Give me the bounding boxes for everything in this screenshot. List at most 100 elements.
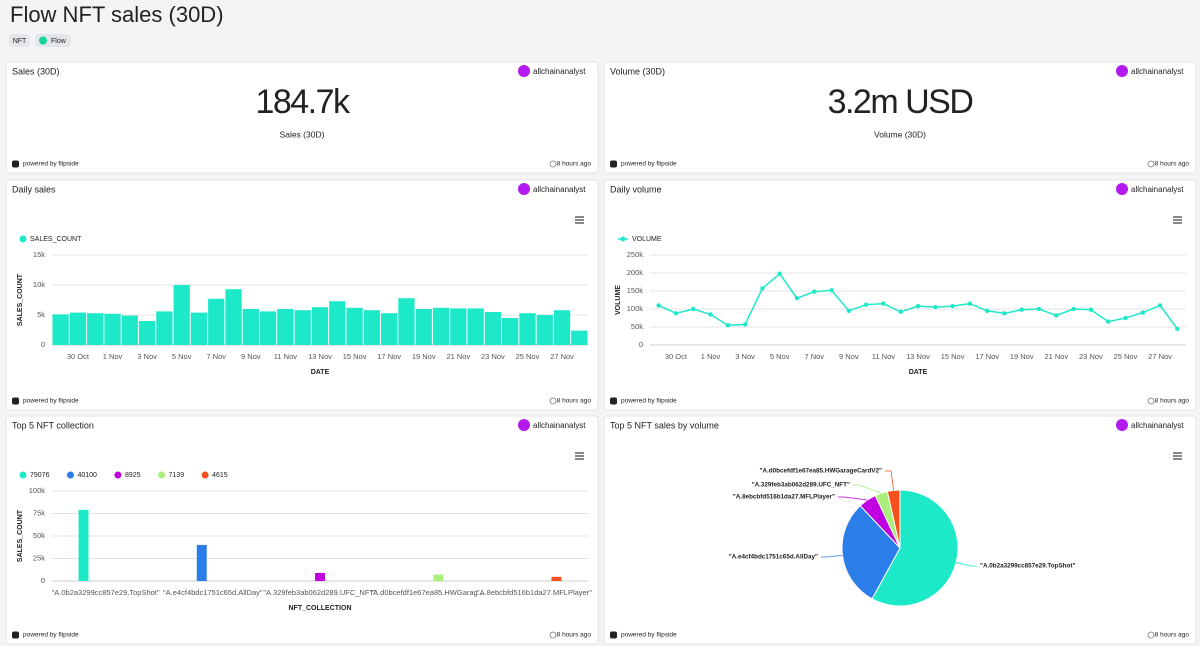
- y-tick-label: 50k: [631, 322, 643, 331]
- point: [1175, 326, 1180, 331]
- panel: [603, 179, 1197, 411]
- bar: [208, 298, 225, 345]
- point: [967, 301, 973, 306]
- flipside-logo: [12, 631, 19, 639]
- point: [742, 322, 748, 327]
- page-title: Flow NFT sales (30D): [10, 2, 224, 27]
- flipside-logo: [610, 631, 617, 639]
- flipside-logo: [610, 397, 617, 405]
- pie-label: "A.d0bcefdf1e67ea85.HWGarageCardV2": [759, 468, 882, 475]
- point: [812, 289, 817, 294]
- clock-icon: [549, 397, 557, 405]
- point: [777, 271, 782, 276]
- flipside-logo: [12, 160, 19, 168]
- kpi-label: Sales (30D): [280, 129, 325, 139]
- y-tick-label: 5k: [37, 310, 45, 319]
- y-tick-label: 150k: [627, 286, 644, 295]
- point: [1123, 315, 1128, 321]
- panel-title: Sales (30D): [12, 66, 60, 76]
- legend-marker: [19, 471, 27, 479]
- y-tick-label: 15k: [33, 250, 45, 259]
- x-tick-label: 13 Nov: [308, 352, 332, 361]
- y-tick-label: 10k: [33, 280, 45, 289]
- clock-icon: [549, 631, 557, 639]
- author[interactable]: allchainanalyst: [533, 67, 586, 76]
- x-tick-label: 13 Nov: [906, 352, 930, 361]
- bar: [138, 321, 156, 345]
- point: [1105, 319, 1111, 324]
- point: [1157, 303, 1163, 308]
- y-tick-label: 250k: [627, 250, 644, 259]
- pie-slice: [886, 489, 901, 549]
- point: [1071, 306, 1076, 312]
- panel: [5, 61, 599, 174]
- bar: [104, 313, 121, 345]
- tag[interactable]: [9, 34, 30, 47]
- panel: [603, 61, 1197, 174]
- powered-by: powered by flipside: [23, 632, 79, 639]
- x-tick-label: 23 Nov: [481, 352, 505, 361]
- author[interactable]: allchainanalyst: [533, 421, 586, 430]
- panel: [5, 415, 599, 645]
- legend-label[interactable]: 8925: [125, 472, 141, 479]
- clock-icon: [1147, 631, 1155, 639]
- x-axis-title: DATE: [311, 369, 330, 376]
- x-axis-title: DATE: [909, 369, 928, 376]
- bar: [121, 315, 138, 345]
- y-tick-label: 0: [41, 576, 45, 585]
- kpi-value: 3.2m USD: [828, 83, 973, 121]
- point: [829, 288, 834, 293]
- legend-label[interactable]: 40100: [77, 472, 97, 479]
- author[interactable]: allchainanalyst: [1131, 421, 1184, 430]
- updated: 8 hours ago: [557, 398, 592, 405]
- x-tick-label: 25 Nov: [1114, 352, 1138, 361]
- bar: [156, 311, 173, 345]
- x-tick-label: 5 Nov: [770, 352, 790, 361]
- flipside-logo: [12, 397, 19, 405]
- kpi-value: 184.7k: [255, 83, 351, 121]
- y-tick-label: 25k: [33, 553, 45, 562]
- point: [1088, 307, 1094, 312]
- legend-marker: [201, 471, 209, 479]
- legend-label[interactable]: SALES_COUNT: [30, 236, 82, 243]
- point: [863, 302, 869, 307]
- tag-label: NFT: [13, 38, 27, 45]
- x-tick-label: 3 Nov: [137, 352, 157, 361]
- point: [1140, 310, 1145, 315]
- y-axis-title: SALES_COUNT: [17, 273, 24, 326]
- bar: [415, 309, 432, 345]
- legend-label[interactable]: 79076: [30, 472, 50, 479]
- bar: [69, 312, 87, 345]
- x-tick-label: 17 Nov: [377, 352, 401, 361]
- x-tick-label: 30 Oct: [67, 352, 90, 361]
- leader-line: [956, 562, 977, 567]
- x-tick-label: 27 Nov: [1148, 352, 1172, 361]
- point: [1036, 306, 1042, 312]
- x-tick-label: 30 Oct: [665, 352, 688, 361]
- point: [898, 309, 903, 315]
- bar: [536, 315, 553, 345]
- bar: [450, 308, 467, 345]
- legend-label[interactable]: 7139: [169, 472, 185, 479]
- leader-line: [838, 496, 868, 501]
- author[interactable]: allchainanalyst: [533, 185, 586, 194]
- legend-label[interactable]: 4615: [212, 472, 228, 479]
- point: [933, 305, 938, 310]
- legend-label[interactable]: VOLUME: [632, 236, 662, 243]
- bar: [553, 310, 571, 345]
- point: [881, 301, 886, 306]
- y-tick-label: 200k: [627, 268, 644, 277]
- author-avatar: [1116, 183, 1128, 195]
- author-avatar: [1116, 65, 1128, 77]
- x-tick-label: 7 Nov: [804, 352, 824, 361]
- author[interactable]: allchainanalyst: [1131, 185, 1184, 194]
- point: [915, 303, 921, 309]
- legend-marker: [158, 471, 166, 479]
- y-tick-label: 50k: [33, 531, 45, 540]
- author-avatar: [518, 65, 530, 77]
- x-tick-label: 19 Nov: [412, 352, 436, 361]
- author[interactable]: allchainanalyst: [1131, 67, 1184, 76]
- y-axis-title: SALES_COUNT: [17, 509, 24, 562]
- bar: [433, 574, 444, 581]
